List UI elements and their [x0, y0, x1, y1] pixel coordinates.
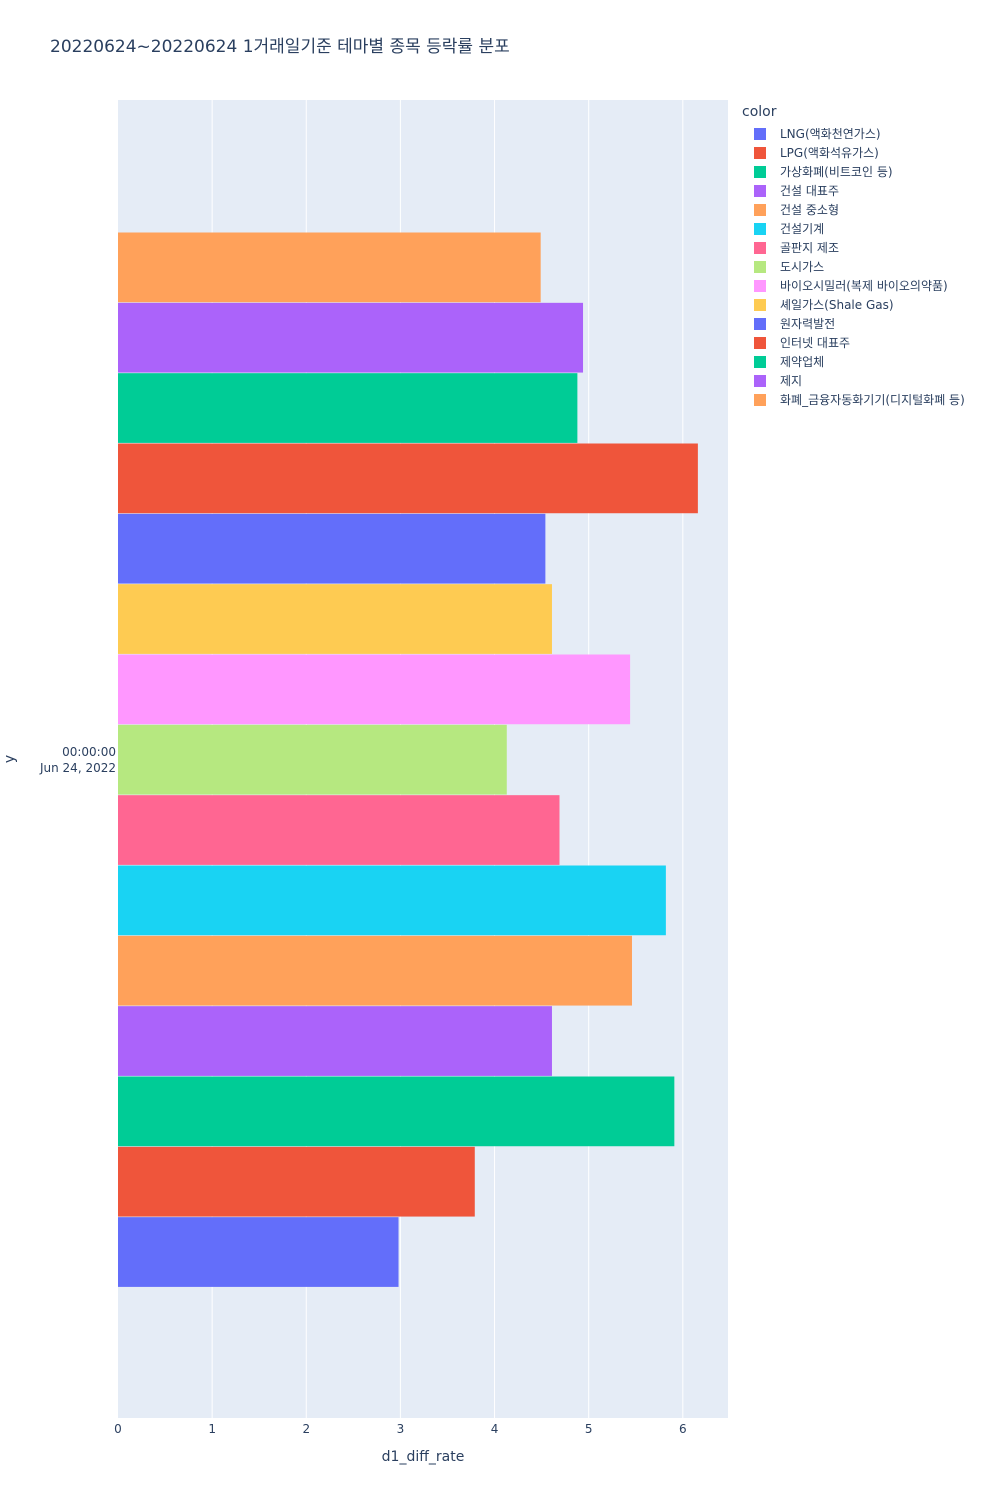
x-tick-label: 0	[114, 1422, 122, 1436]
x-tick-label: 6	[679, 1422, 687, 1436]
legend-swatch	[754, 317, 766, 330]
legend-swatch	[754, 374, 766, 387]
legend-item[interactable]: 건설기계	[742, 219, 965, 238]
bars	[118, 232, 698, 1287]
legend-item[interactable]: 바이오시밀러(복제 바이오의약품)	[742, 276, 965, 295]
x-axis-title: d1_diff_rate	[382, 1449, 465, 1465]
legend-label: 도시가스	[780, 260, 825, 274]
bar[interactable]	[118, 373, 578, 443]
legend-item[interactable]: 원자력발전	[742, 314, 965, 333]
bar[interactable]	[118, 654, 631, 725]
legend-label: 바이오시밀러(복제 바이오의약품)	[780, 279, 948, 293]
legend-swatch	[754, 279, 766, 292]
bar[interactable]	[118, 1076, 675, 1147]
legend: color LNG(액화천연가스) LPG(액화석유가스) 가상화폐(비트코인 등)…	[742, 104, 965, 409]
legend-label: 셰일가스(Shale Gas)	[780, 298, 894, 312]
legend-item[interactable]: 도시가스	[742, 257, 965, 276]
bar[interactable]	[118, 724, 507, 795]
bar[interactable]	[118, 513, 546, 584]
x-tick-label: 5	[585, 1422, 593, 1436]
y-tick-label-date: Jun 24, 2022	[39, 761, 116, 775]
legend-swatch	[754, 184, 766, 197]
legend-swatch	[754, 336, 766, 349]
x-tick-label: 4	[491, 1422, 499, 1436]
legend-swatch	[754, 165, 766, 178]
legend-items: LNG(액화천연가스) LPG(액화석유가스) 가상화폐(비트코인 등) 건설 대표주…	[742, 124, 965, 409]
bar[interactable]	[118, 1006, 552, 1076]
legend-item[interactable]: 인터넷 대표주	[742, 333, 965, 352]
bar[interactable]	[118, 443, 698, 514]
legend-title: color	[742, 104, 777, 120]
bar[interactable]	[118, 1217, 399, 1287]
bar[interactable]	[118, 232, 541, 303]
legend-swatch	[754, 146, 766, 159]
legend-swatch	[754, 298, 766, 311]
legend-item[interactable]: 건설 대표주	[742, 181, 965, 200]
bar[interactable]	[118, 302, 584, 373]
legend-label: 제지	[780, 374, 803, 388]
legend-label: 건설 대표주	[780, 184, 840, 198]
legend-label: 골판지 제조	[780, 241, 840, 255]
bar[interactable]	[118, 795, 560, 865]
chart-title: 20220624~20220624 1거래일기준 테마별 종목 등락률 분포	[50, 37, 510, 57]
legend-swatch	[754, 393, 766, 406]
legend-swatch	[754, 241, 766, 254]
legend-item[interactable]: 제약업체	[742, 352, 965, 371]
x-tick-label: 1	[208, 1422, 216, 1436]
legend-item[interactable]: 건설 중소형	[742, 200, 965, 219]
legend-label: 화폐_금융자동화기기(디지털화폐 등)	[780, 393, 965, 407]
legend-swatch	[754, 355, 766, 368]
legend-swatch	[754, 260, 766, 273]
legend-label: 원자력발전	[780, 317, 836, 331]
y-tick-label-time: 00:00:00	[62, 745, 116, 759]
legend-label: 가상화폐(비트코인 등)	[780, 165, 893, 179]
legend-item[interactable]: LPG(액화석유가스)	[742, 143, 965, 162]
x-tick-label: 3	[397, 1422, 405, 1436]
legend-item[interactable]: LNG(액화천연가스)	[742, 124, 965, 143]
bar[interactable]	[118, 584, 552, 654]
x-ticks: 0 1 2 3 4 5 6	[114, 1422, 686, 1436]
legend-label: 제약업체	[780, 355, 825, 369]
legend-item[interactable]: 화폐_금융자동화기기(디지털화폐 등)	[742, 390, 965, 409]
legend-item[interactable]: 셰일가스(Shale Gas)	[742, 295, 965, 314]
legend-item[interactable]: 가상화폐(비트코인 등)	[742, 162, 965, 181]
legend-label: 건설 중소형	[780, 203, 840, 217]
legend-label: 건설기계	[780, 222, 825, 236]
legend-item[interactable]: 골판지 제조	[742, 238, 965, 257]
y-axis-title: y	[2, 755, 18, 763]
bar[interactable]	[118, 865, 666, 936]
legend-swatch	[754, 222, 766, 235]
bar[interactable]	[118, 1146, 475, 1217]
legend-label: LPG(액화석유가스)	[780, 146, 879, 160]
legend-label: LNG(액화천연가스)	[780, 127, 881, 141]
bar[interactable]	[118, 935, 632, 1006]
legend-item[interactable]: 제지	[742, 371, 965, 390]
legend-swatch	[754, 203, 766, 216]
x-tick-label: 2	[302, 1422, 310, 1436]
legend-swatch	[754, 127, 766, 140]
legend-label: 인터넷 대표주	[780, 336, 851, 350]
